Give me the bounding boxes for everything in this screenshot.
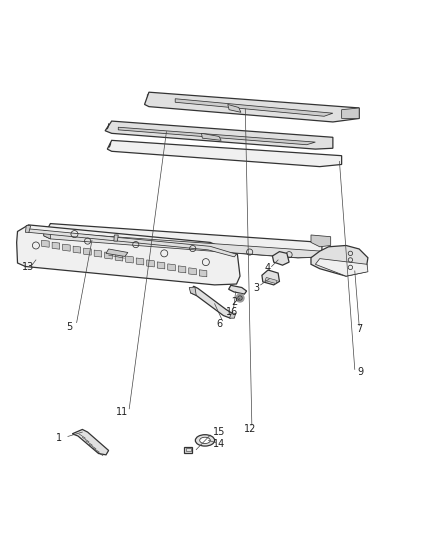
- Text: 5: 5: [66, 322, 72, 332]
- Polygon shape: [107, 140, 342, 167]
- Polygon shape: [17, 225, 240, 285]
- Polygon shape: [25, 225, 31, 232]
- Polygon shape: [168, 264, 175, 271]
- Text: 9: 9: [357, 367, 363, 377]
- Polygon shape: [265, 278, 277, 284]
- Polygon shape: [42, 240, 49, 247]
- Polygon shape: [199, 270, 207, 277]
- Polygon shape: [84, 248, 91, 255]
- Polygon shape: [44, 231, 322, 258]
- Polygon shape: [105, 252, 112, 259]
- Polygon shape: [228, 104, 241, 112]
- Polygon shape: [189, 287, 196, 295]
- Text: 7: 7: [356, 324, 362, 334]
- Polygon shape: [315, 259, 368, 276]
- Polygon shape: [175, 99, 333, 116]
- Polygon shape: [272, 252, 289, 265]
- Polygon shape: [72, 430, 109, 455]
- Polygon shape: [145, 92, 359, 122]
- Text: 15: 15: [213, 427, 225, 437]
- Text: 16: 16: [226, 307, 238, 317]
- Polygon shape: [136, 258, 144, 265]
- Text: 14: 14: [213, 439, 225, 449]
- Text: 1: 1: [56, 433, 62, 443]
- Polygon shape: [106, 249, 128, 256]
- Polygon shape: [105, 121, 333, 149]
- Text: 12: 12: [244, 424, 257, 433]
- Ellipse shape: [195, 435, 215, 446]
- Polygon shape: [157, 262, 165, 269]
- Ellipse shape: [200, 437, 210, 443]
- Polygon shape: [73, 246, 81, 253]
- Polygon shape: [201, 133, 221, 140]
- Polygon shape: [94, 250, 102, 257]
- Polygon shape: [52, 242, 60, 249]
- Circle shape: [236, 294, 244, 302]
- Polygon shape: [118, 127, 315, 145]
- Polygon shape: [229, 285, 247, 294]
- Polygon shape: [115, 254, 123, 261]
- Text: 11: 11: [116, 407, 128, 417]
- Polygon shape: [44, 231, 50, 239]
- Polygon shape: [189, 268, 196, 275]
- Text: 4: 4: [265, 263, 271, 273]
- Polygon shape: [311, 246, 368, 276]
- Polygon shape: [191, 286, 233, 318]
- Polygon shape: [63, 244, 70, 251]
- Text: 13: 13: [22, 262, 35, 272]
- Text: 3: 3: [253, 282, 259, 293]
- Polygon shape: [178, 266, 186, 273]
- Polygon shape: [311, 235, 331, 247]
- Polygon shape: [126, 256, 133, 263]
- Text: 2: 2: [231, 297, 237, 308]
- Polygon shape: [44, 223, 322, 258]
- Polygon shape: [230, 313, 236, 318]
- Polygon shape: [28, 229, 237, 257]
- Polygon shape: [342, 108, 359, 118]
- Polygon shape: [114, 235, 118, 241]
- Text: 6: 6: [216, 319, 222, 329]
- Bar: [184, 447, 192, 453]
- Polygon shape: [147, 260, 154, 267]
- Polygon shape: [262, 270, 279, 285]
- Bar: [186, 448, 191, 451]
